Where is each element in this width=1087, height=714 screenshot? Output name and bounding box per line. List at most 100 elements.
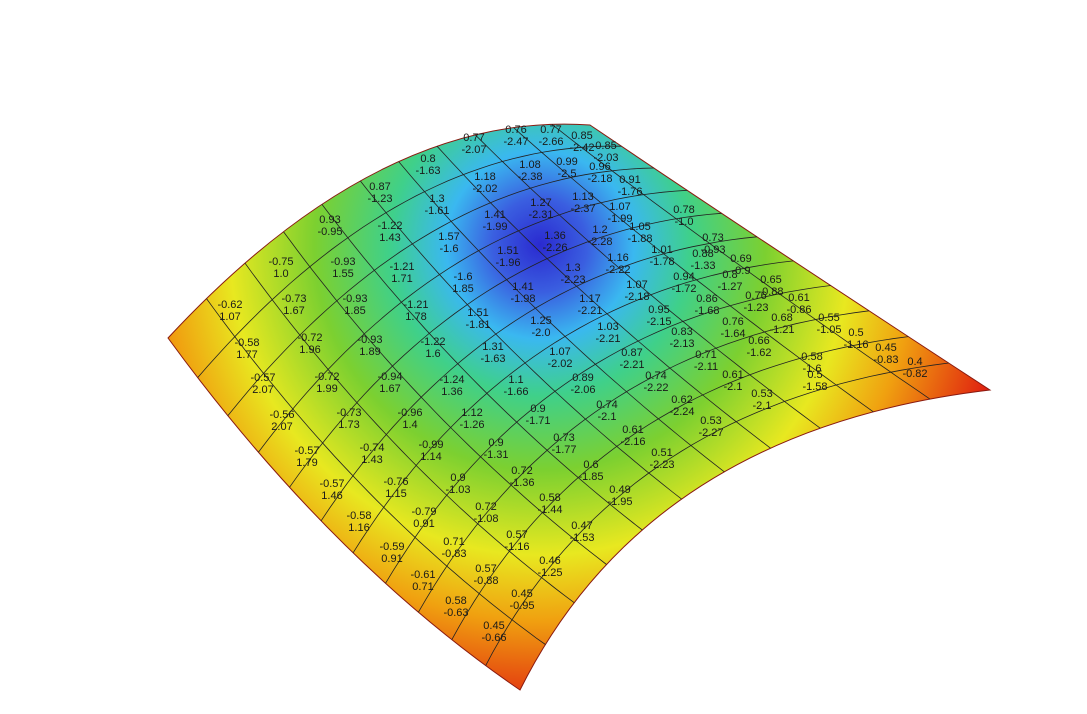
value-label: 0.71 bbox=[695, 349, 716, 361]
value-label: -1.21 bbox=[403, 299, 428, 311]
value-label: -0.62 bbox=[217, 299, 242, 311]
value-label: 1.07 bbox=[626, 279, 647, 291]
value-label: -1.16 bbox=[843, 339, 868, 351]
value-label: -0.75 bbox=[268, 256, 293, 268]
mesh-line bbox=[283, 231, 607, 565]
value-label: 0.53 bbox=[700, 415, 721, 427]
mesh-line bbox=[475, 134, 821, 429]
value-label: 0.93 bbox=[319, 214, 340, 226]
value-label: 0.86 bbox=[696, 293, 717, 305]
value-label: -0.74 bbox=[359, 442, 384, 454]
value-label: -0.79 bbox=[411, 506, 436, 518]
value-label: 0.71 bbox=[412, 581, 433, 593]
mesh-line bbox=[398, 161, 725, 473]
value-label: -1.53 bbox=[569, 532, 594, 544]
value-label: 0.5 bbox=[807, 369, 822, 381]
value-label: 1.41 bbox=[512, 281, 533, 293]
mesh-line bbox=[320, 236, 757, 522]
value-label: -1.0 bbox=[675, 216, 694, 228]
value-label: -0.83 bbox=[873, 354, 898, 366]
value-label: 1.96 bbox=[299, 344, 320, 356]
value-label: 0.74 bbox=[596, 399, 617, 411]
value-label: -2.16 bbox=[620, 436, 645, 448]
value-label: 1.43 bbox=[361, 454, 382, 466]
value-label: -2.0 bbox=[532, 327, 551, 339]
mesh-line bbox=[227, 167, 654, 416]
value-label: -0.72 bbox=[314, 371, 339, 383]
mesh-line bbox=[359, 180, 682, 500]
value-label: -1.63 bbox=[415, 165, 440, 177]
value-label: -2.02 bbox=[547, 358, 572, 370]
value-label: -0.82 bbox=[902, 368, 927, 380]
value-label: 1.85 bbox=[452, 283, 473, 295]
value-label: -2.22 bbox=[643, 382, 668, 394]
value-label: -2.21 bbox=[619, 359, 644, 371]
value-label: -0.57 bbox=[294, 445, 319, 457]
value-label: 0.61 bbox=[788, 292, 809, 304]
value-label: 1.07 bbox=[549, 346, 570, 358]
value-label: -1.71 bbox=[525, 415, 550, 427]
value-label: -1.98 bbox=[510, 293, 535, 305]
value-label: 1.43 bbox=[379, 232, 400, 244]
value-label: -0.88 bbox=[473, 575, 498, 587]
value-label: -0.58 bbox=[346, 510, 371, 522]
mesh-line bbox=[418, 310, 870, 613]
value-label: 0.95 bbox=[648, 304, 669, 316]
value-label: 0.71 bbox=[443, 536, 464, 548]
value-label: 1.17 bbox=[579, 293, 600, 305]
value-label: 0.77 bbox=[463, 132, 484, 144]
value-label: -2.21 bbox=[577, 305, 602, 317]
value-label: -1.24 bbox=[439, 374, 464, 386]
value-label: 0.66 bbox=[748, 335, 769, 347]
mesh-line bbox=[289, 212, 722, 488]
value-label: -2.47 bbox=[503, 136, 528, 148]
mesh-line bbox=[352, 260, 794, 554]
value-label: -1.88 bbox=[627, 233, 652, 245]
value-label: -1.33 bbox=[690, 260, 715, 272]
value-label: -1.22 bbox=[420, 336, 445, 348]
value-label: 0.8 bbox=[420, 153, 435, 165]
mesh-line bbox=[451, 336, 909, 640]
value-label: 0.76 bbox=[745, 290, 766, 302]
value-label: -2.23 bbox=[649, 459, 674, 471]
value-label: 1.07 bbox=[609, 201, 630, 213]
value-label: 1.18 bbox=[474, 171, 495, 183]
value-label: -0.95 bbox=[509, 600, 534, 612]
value-label: -2.1 bbox=[598, 411, 617, 423]
value-label: 0.49 bbox=[609, 484, 630, 496]
value-label: -1.31 bbox=[483, 449, 508, 461]
value-label: -2.26 bbox=[542, 242, 567, 254]
value-label: -1.44 bbox=[537, 504, 562, 516]
value-label: -0.56 bbox=[269, 409, 294, 421]
value-label: -2.18 bbox=[587, 173, 612, 185]
value-label: 0.87 bbox=[621, 347, 642, 359]
value-label: 0.76 bbox=[722, 316, 743, 328]
value-label: -1.21 bbox=[389, 261, 414, 273]
value-label: 1.78 bbox=[405, 311, 426, 323]
value-label: 0.76 bbox=[505, 124, 526, 136]
value-label: 1.14 bbox=[420, 451, 441, 463]
value-label: -1.78 bbox=[649, 256, 674, 268]
value-label: -1.72 bbox=[671, 283, 696, 295]
value-label: 0.47 bbox=[571, 520, 592, 532]
value-label: 1.05 bbox=[629, 221, 650, 233]
value-label: 0.88 bbox=[692, 248, 713, 260]
value-label: 0.4 bbox=[907, 356, 922, 368]
value-label: -0.95 bbox=[317, 226, 342, 238]
value-label: 0.69 bbox=[730, 253, 751, 265]
value-label: 1.3 bbox=[429, 193, 444, 205]
mesh-line bbox=[258, 189, 688, 453]
value-label: -2.07 bbox=[461, 144, 486, 156]
value-label: -0.73 bbox=[281, 293, 306, 305]
value-label: 0.61 bbox=[622, 424, 643, 436]
value-label: -1.03 bbox=[445, 484, 470, 496]
value-label: -2.18 bbox=[624, 291, 649, 303]
value-label: -1.26 bbox=[459, 419, 484, 431]
value-label: -0.57 bbox=[250, 372, 275, 384]
value-label: -2.23 bbox=[560, 274, 585, 286]
value-label: 0.73 bbox=[702, 232, 723, 244]
value-label: 0.99 bbox=[556, 156, 577, 168]
value-label: 1.85 bbox=[344, 305, 365, 317]
value-label: 0.57 bbox=[475, 563, 496, 575]
value-label: -0.83 bbox=[441, 548, 466, 560]
